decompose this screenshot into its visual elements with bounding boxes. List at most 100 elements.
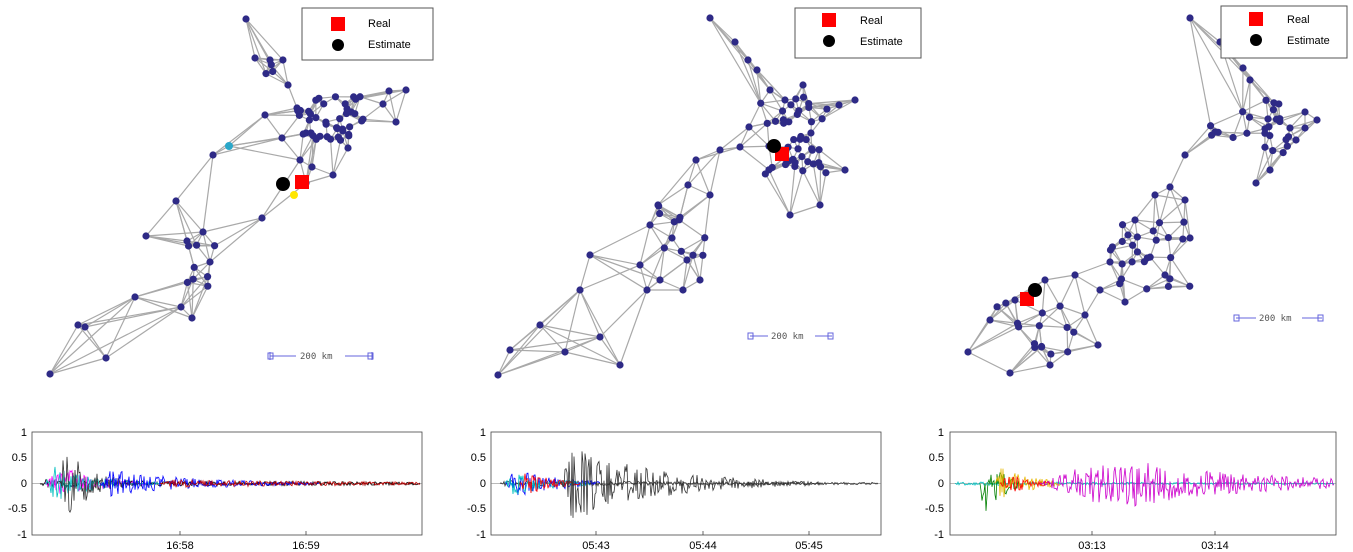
station-node xyxy=(1118,221,1127,229)
station-node xyxy=(1046,361,1054,369)
network-map-1 xyxy=(46,15,410,378)
station-node xyxy=(210,242,219,250)
station-node xyxy=(1279,148,1287,157)
station-node xyxy=(763,119,771,127)
ytick-label: 0.5 xyxy=(12,452,27,464)
station-node xyxy=(316,132,324,140)
station-node xyxy=(805,103,813,111)
station-node xyxy=(1081,311,1089,319)
station-node xyxy=(345,132,353,140)
estimate-legend-marker xyxy=(332,39,344,51)
station-node xyxy=(1264,115,1272,123)
station-node xyxy=(1269,146,1277,155)
waveform-plot-3: 1 0.5 0 -0.5 -1 03:13 03:14 xyxy=(925,427,1337,552)
network-nodes xyxy=(964,14,1321,377)
station-node xyxy=(1116,280,1124,288)
station-node xyxy=(323,133,331,141)
station-node xyxy=(351,110,359,118)
station-node xyxy=(964,348,972,356)
station-node xyxy=(785,118,793,126)
station-node xyxy=(296,156,304,164)
station-node xyxy=(1151,191,1159,199)
station-node xyxy=(1246,76,1254,84)
waveform-traces xyxy=(950,463,1336,511)
station-node xyxy=(102,354,110,362)
legend: Real Estimate xyxy=(301,7,434,61)
station-node xyxy=(656,276,664,284)
station-node xyxy=(1214,128,1222,136)
station-node xyxy=(1037,343,1046,351)
station-node xyxy=(794,145,802,153)
station-node xyxy=(1261,125,1269,133)
real-legend-marker xyxy=(1249,12,1263,26)
station-node xyxy=(576,286,584,294)
station-node xyxy=(494,371,502,379)
station-node xyxy=(799,81,807,89)
station-node xyxy=(1283,142,1291,150)
station-node xyxy=(1143,254,1151,262)
waveform-traces xyxy=(491,451,881,518)
station-node xyxy=(1047,350,1055,358)
legend-estimate-label: Estimate xyxy=(860,36,903,48)
xtick-label: 05:45 xyxy=(795,540,823,552)
station-node xyxy=(781,160,790,169)
legend-estimate-label: Estimate xyxy=(368,39,411,51)
station-node xyxy=(278,134,286,142)
waveform-plot-2: 1 0.5 0 -0.5 -1 05:43 05:44 05:45 xyxy=(467,427,882,552)
station-node xyxy=(177,303,185,311)
station-node xyxy=(74,321,82,329)
station-node xyxy=(822,169,830,177)
station-node xyxy=(706,191,714,199)
station-node xyxy=(1031,343,1039,352)
station-node xyxy=(184,242,193,250)
station-node xyxy=(1245,113,1254,121)
station-node xyxy=(616,361,624,369)
network-nodes xyxy=(494,14,859,379)
station-node xyxy=(258,214,266,222)
estimate-location-marker xyxy=(1028,283,1042,297)
ytick-label: 1 xyxy=(21,427,27,439)
station-node xyxy=(299,130,307,138)
station-node xyxy=(643,286,651,294)
station-node xyxy=(798,153,806,161)
station-node xyxy=(1152,236,1160,244)
station-node xyxy=(341,100,349,108)
station-node xyxy=(804,158,812,166)
station-node xyxy=(392,118,400,126)
station-node xyxy=(1133,233,1141,241)
station-node xyxy=(835,101,843,109)
station-node xyxy=(731,38,739,46)
station-node xyxy=(792,95,800,103)
station-node xyxy=(668,234,676,242)
station-node xyxy=(675,216,683,224)
station-node xyxy=(1239,108,1247,116)
station-node xyxy=(1106,246,1115,254)
station-node xyxy=(1239,64,1247,72)
xtick-label: 05:44 xyxy=(689,540,717,552)
station-node xyxy=(1282,135,1290,144)
network-nodes xyxy=(46,15,410,378)
station-node xyxy=(131,293,139,301)
station-node xyxy=(1038,309,1046,317)
station-node xyxy=(1070,328,1078,336)
ytick-label: 0.5 xyxy=(929,452,944,464)
xtick-label: 03:14 xyxy=(1201,540,1229,552)
panel-1: Real Estimate 200 km 1 0.5 0 -0.5 -1 16:… xyxy=(8,7,434,552)
station-node xyxy=(655,202,663,210)
station-node xyxy=(677,247,685,255)
station-node xyxy=(1015,323,1023,331)
legend-estimate-label: Estimate xyxy=(1287,35,1330,47)
station-node xyxy=(1286,124,1294,132)
legend: Real Estimate xyxy=(1220,5,1348,59)
ytick-label: 0 xyxy=(480,478,486,490)
network-edges xyxy=(49,18,407,375)
station-node xyxy=(807,129,815,137)
station-node xyxy=(1166,183,1174,191)
ytick-label: -1 xyxy=(476,529,486,541)
station-node xyxy=(188,314,196,322)
station-node xyxy=(329,171,337,179)
station-node xyxy=(701,234,709,242)
station-node xyxy=(334,133,342,141)
station-node xyxy=(1133,248,1142,256)
station-node xyxy=(1186,234,1194,242)
